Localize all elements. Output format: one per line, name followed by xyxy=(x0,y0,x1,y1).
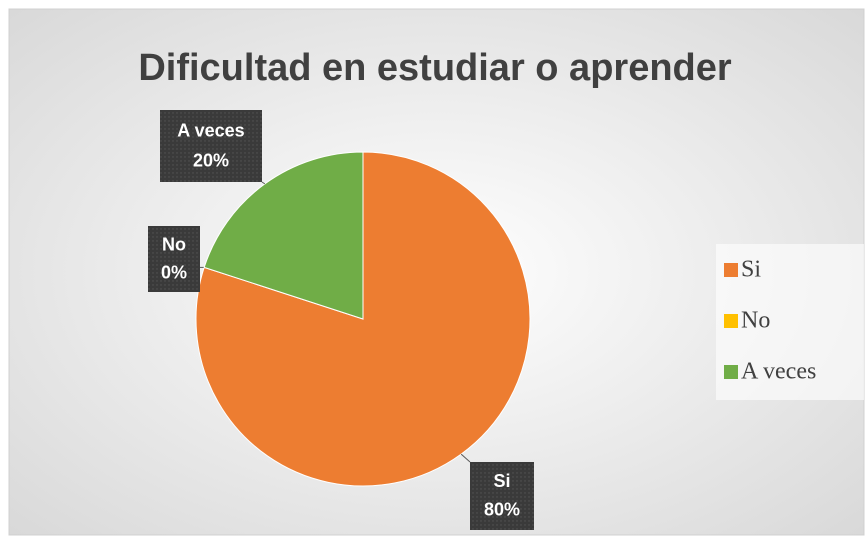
data-label-value: 20% xyxy=(193,151,229,171)
data-label-value: 0% xyxy=(161,262,187,282)
leader-line xyxy=(460,453,471,463)
legend-swatch xyxy=(724,314,738,328)
legend-label: No xyxy=(741,308,770,334)
leader-line xyxy=(261,181,266,185)
data-label-box xyxy=(160,110,262,182)
data-label-value: 80% xyxy=(484,500,520,520)
legend xyxy=(716,244,864,400)
data-label-box xyxy=(148,226,200,292)
data-label-category: Si xyxy=(493,471,510,491)
data-label-category: A veces xyxy=(177,120,244,140)
chart-title: Dificultad en estudiar o aprender xyxy=(138,47,732,89)
data-label-box xyxy=(470,462,534,530)
legend-swatch xyxy=(724,263,738,277)
legend-label: A veces xyxy=(741,359,816,385)
legend-label: Si xyxy=(741,257,761,283)
legend-swatch xyxy=(724,365,738,379)
pie-slice xyxy=(203,151,364,320)
data-label-category: No xyxy=(162,235,186,255)
